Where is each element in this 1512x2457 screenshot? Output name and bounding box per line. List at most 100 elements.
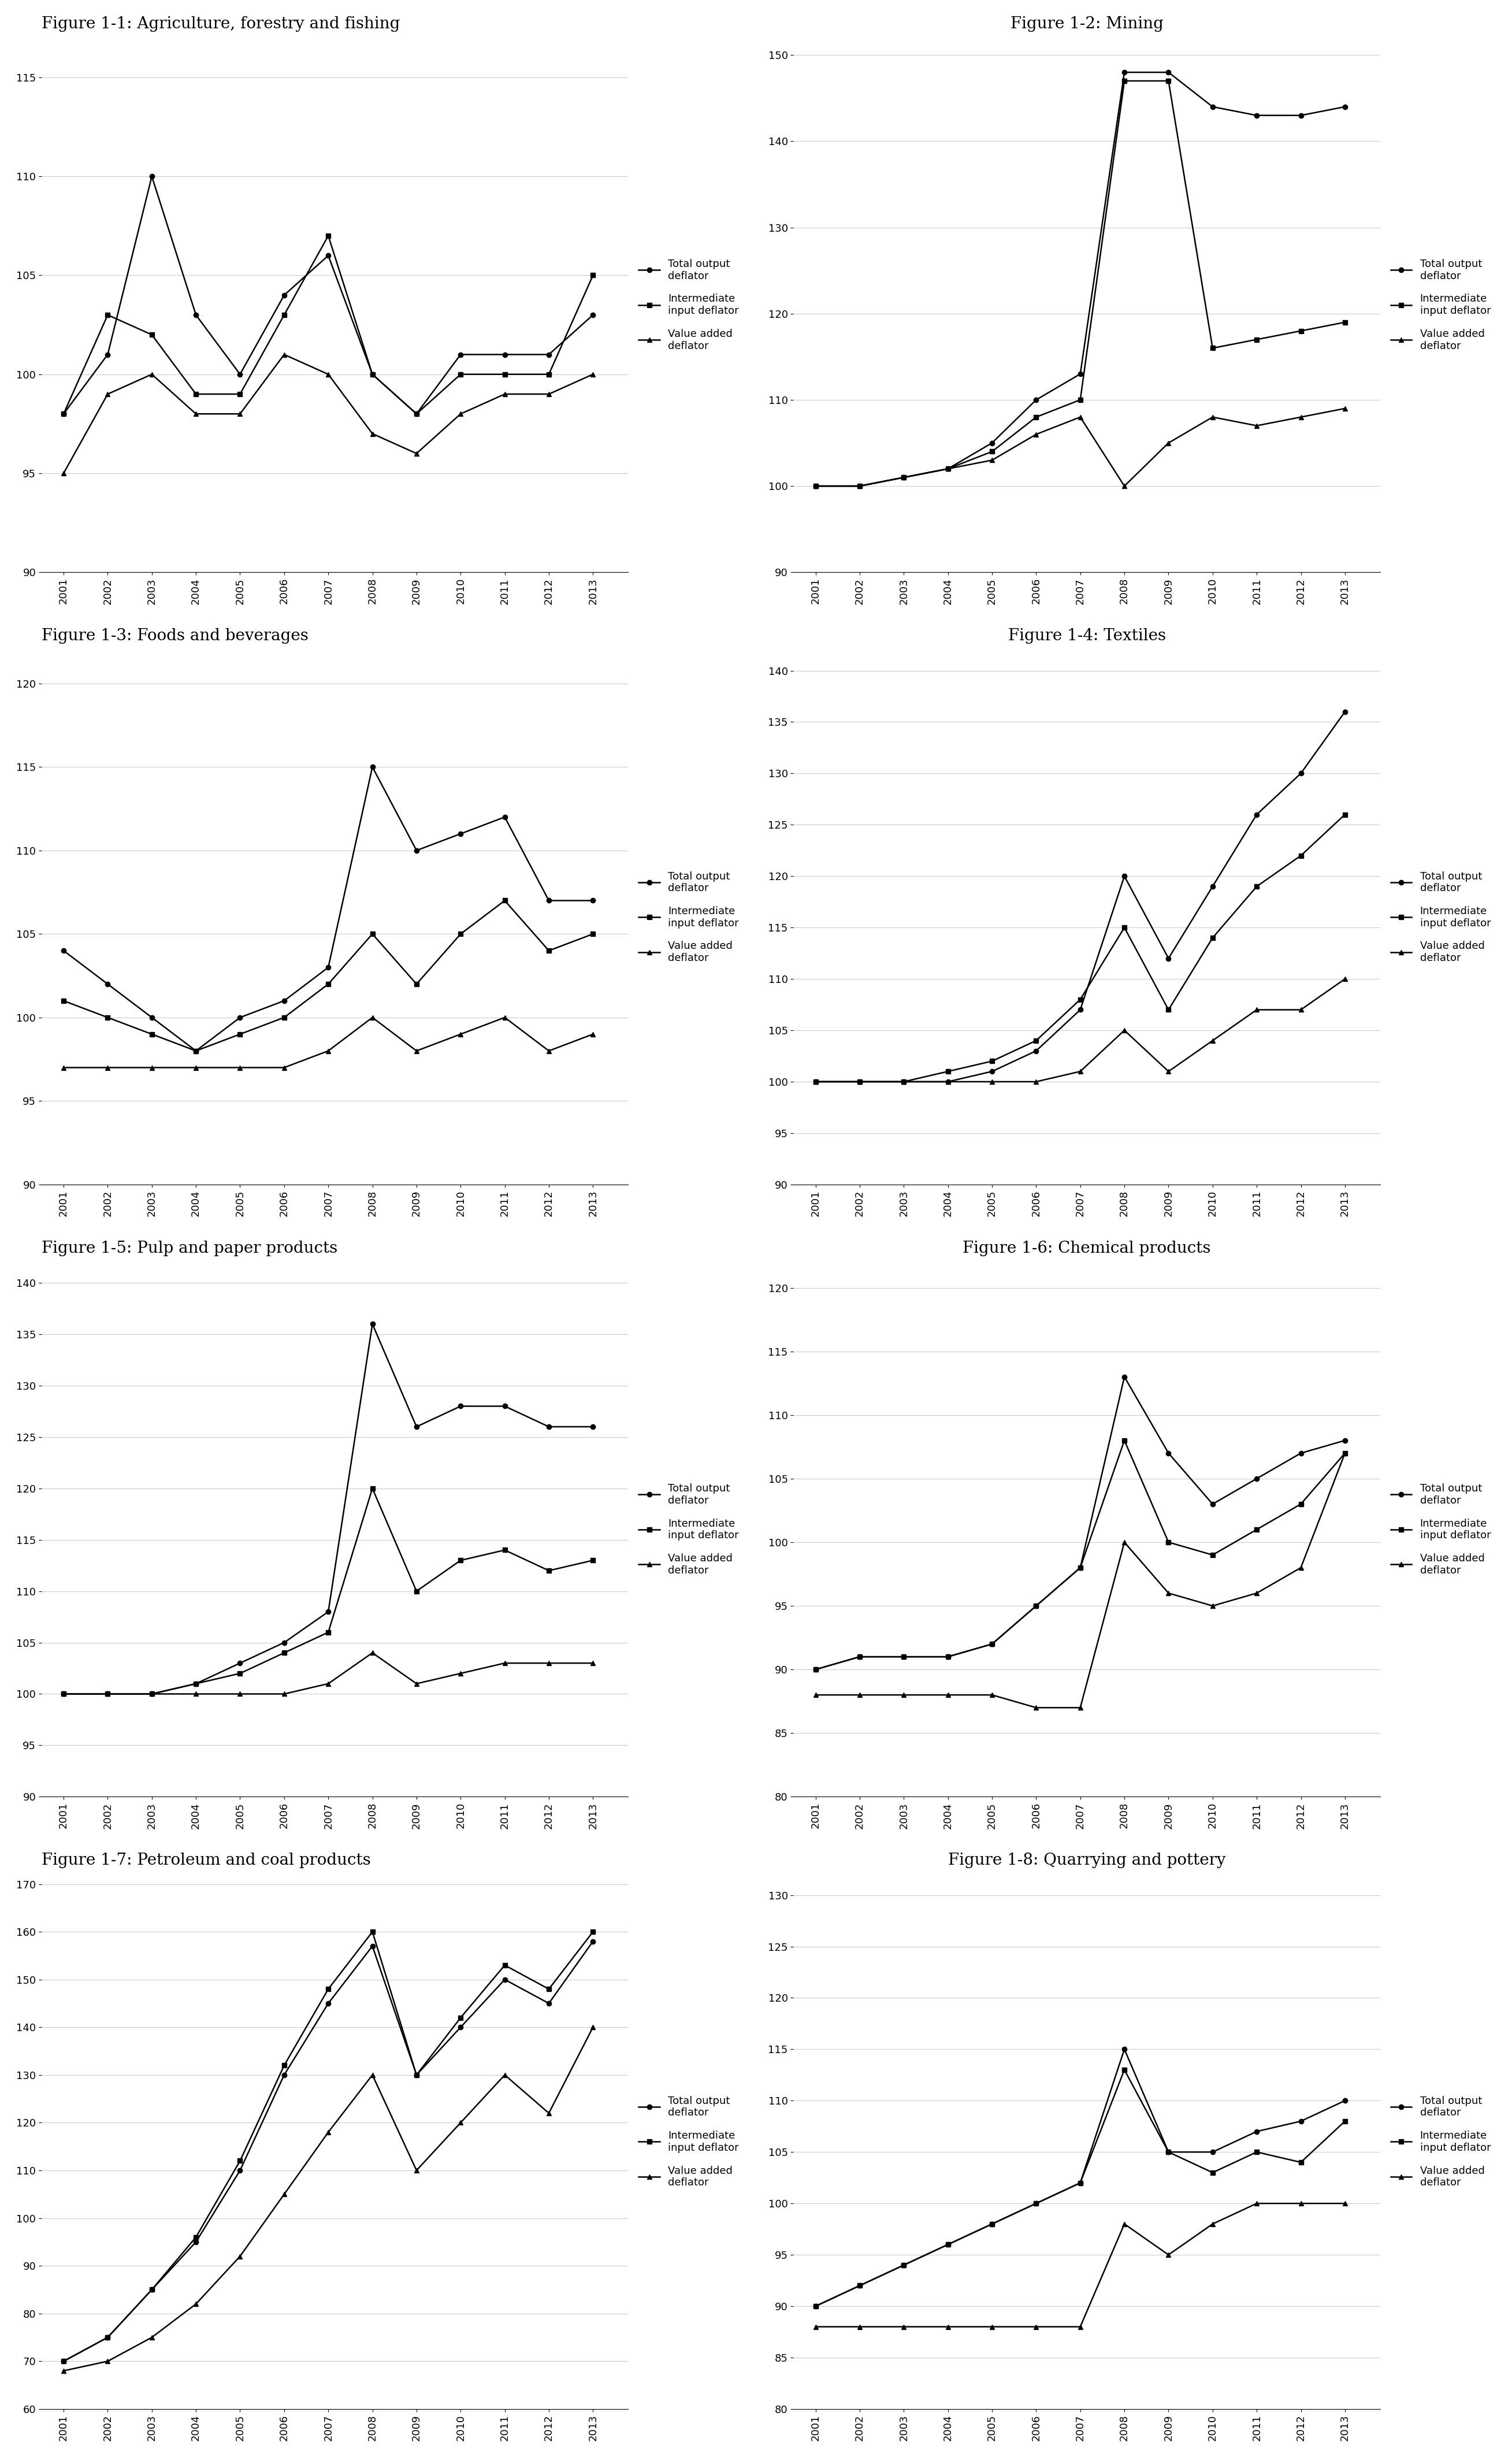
- Intermediate
input deflator: [452, 919, 470, 948]
- Intermediate
input deflator: [851, 472, 869, 501]
- Value added
deflator: [496, 378, 514, 408]
- Intermediate
input deflator: [1160, 2138, 1178, 2167]
- Intermediate
input deflator: [496, 1536, 514, 1565]
- Total output
deflator: [496, 339, 514, 369]
- Total output
deflator: [540, 887, 558, 916]
- Total output
deflator: [851, 1066, 869, 1096]
- Total output
deflator: [1027, 1037, 1045, 1066]
- Value added
deflator: [1070, 2312, 1089, 2342]
- Total output
deflator: [54, 1678, 73, 1708]
- Intermediate
input deflator: [939, 455, 957, 484]
- Total output
deflator: [98, 2322, 116, 2351]
- Total output
deflator: [1070, 1553, 1089, 1582]
- Intermediate
input deflator: [895, 1066, 913, 1096]
- Intermediate
input deflator: [1247, 324, 1266, 354]
- Intermediate
input deflator: [939, 1641, 957, 1671]
- Value added
deflator: [319, 1668, 337, 1698]
- Total output
deflator: [1116, 57, 1134, 86]
- Intermediate
input deflator: [584, 260, 602, 290]
- Value added
deflator: [231, 2241, 249, 2270]
- Total output
deflator: [1204, 1489, 1222, 1518]
- Total output
deflator: [1160, 1437, 1178, 1467]
- Total output
deflator: [1027, 2189, 1045, 2219]
- Intermediate
input deflator: [1070, 985, 1089, 1015]
- Intermediate
input deflator: [363, 1474, 381, 1504]
- Value added
deflator: [851, 2312, 869, 2342]
- Intermediate
input deflator: [851, 1066, 869, 1096]
- Line: Value added
deflator: Value added deflator: [813, 2201, 1347, 2329]
- Total output
deflator: [363, 1310, 381, 1339]
- Value added
deflator: [806, 2312, 824, 2342]
- Intermediate
input deflator: [1070, 2167, 1089, 2197]
- Intermediate
input deflator: [452, 1545, 470, 1575]
- Value added
deflator: [983, 1681, 1001, 1710]
- Intermediate
input deflator: [1160, 66, 1178, 96]
- Total output
deflator: [98, 339, 116, 369]
- Intermediate
input deflator: [363, 1916, 381, 1946]
- Value added
deflator: [1247, 410, 1266, 440]
- Value added
deflator: [939, 1681, 957, 1710]
- Total output
deflator: [231, 359, 249, 388]
- Total output
deflator: [54, 398, 73, 428]
- Value added
deflator: [540, 2098, 558, 2128]
- Intermediate
input deflator: [540, 1975, 558, 2005]
- Legend: Total output
deflator, Intermediate
input deflator, Value added
deflator: Total output deflator, Intermediate inpu…: [634, 2091, 744, 2194]
- Line: Value added
deflator: Value added deflator: [60, 351, 596, 477]
- Intermediate
input deflator: [851, 1641, 869, 1671]
- Intermediate
input deflator: [231, 1020, 249, 1049]
- Line: Total output
deflator: Total output deflator: [60, 764, 596, 1054]
- Value added
deflator: [1116, 2209, 1134, 2238]
- Total output
deflator: [319, 953, 337, 983]
- Value added
deflator: [1070, 403, 1089, 432]
- Intermediate
input deflator: [895, 462, 913, 491]
- Value added
deflator: [231, 1054, 249, 1084]
- Total output
deflator: [452, 2012, 470, 2042]
- Value added
deflator: [1337, 2189, 1355, 2219]
- Intermediate
input deflator: [231, 1658, 249, 1688]
- Value added
deflator: [584, 1020, 602, 1049]
- Total output
deflator: [895, 1641, 913, 1671]
- Intermediate
input deflator: [1116, 914, 1134, 943]
- Intermediate
input deflator: [187, 2224, 206, 2253]
- Total output
deflator: [142, 1678, 160, 1708]
- Intermediate
input deflator: [142, 2275, 160, 2305]
- Value added
deflator: [1247, 2189, 1266, 2219]
- Intermediate
input deflator: [1070, 1553, 1089, 1582]
- Intermediate
input deflator: [319, 971, 337, 1000]
- Total output
deflator: [1247, 801, 1266, 830]
- Intermediate
input deflator: [363, 919, 381, 948]
- Total output
deflator: [54, 936, 73, 966]
- Value added
deflator: [187, 1054, 206, 1084]
- Total output
deflator: [54, 2346, 73, 2376]
- Intermediate
input deflator: [275, 2052, 293, 2081]
- Total output
deflator: [1247, 1464, 1266, 1494]
- Value added
deflator: [363, 420, 381, 450]
- Value added
deflator: [806, 1681, 824, 1710]
- Total output
deflator: [1027, 386, 1045, 415]
- Legend: Total output
deflator, Intermediate
input deflator, Value added
deflator: Total output deflator, Intermediate inpu…: [1385, 2091, 1495, 2194]
- Title: Figure 1-8: Quarrying and pottery: Figure 1-8: Quarrying and pottery: [948, 1853, 1226, 1867]
- Text: Figure 1-3: Foods and beverages: Figure 1-3: Foods and beverages: [41, 629, 308, 644]
- Value added
deflator: [98, 378, 116, 408]
- Intermediate
input deflator: [407, 1577, 425, 1607]
- Value added
deflator: [1291, 1553, 1309, 1582]
- Total output
deflator: [1291, 2106, 1309, 2135]
- Total output
deflator: [187, 1037, 206, 1066]
- Total output
deflator: [1337, 1425, 1355, 1455]
- Line: Value added
deflator: Value added deflator: [60, 1015, 596, 1069]
- Value added
deflator: [1291, 995, 1309, 1025]
- Line: Total output
deflator: Total output deflator: [60, 174, 596, 415]
- Total output
deflator: [1291, 1437, 1309, 1467]
- Intermediate
input deflator: [584, 1545, 602, 1575]
- Intermediate
input deflator: [319, 221, 337, 251]
- Intermediate
input deflator: [1337, 1437, 1355, 1467]
- Intermediate
input deflator: [1291, 317, 1309, 346]
- Value added
deflator: [407, 1037, 425, 1066]
- Value added
deflator: [983, 1066, 1001, 1096]
- Total output
deflator: [851, 2270, 869, 2300]
- Value added
deflator: [363, 1002, 381, 1032]
- Intermediate
input deflator: [1337, 801, 1355, 830]
- Value added
deflator: [54, 1678, 73, 1708]
- Value added
deflator: [584, 359, 602, 388]
- Intermediate
input deflator: [452, 359, 470, 388]
